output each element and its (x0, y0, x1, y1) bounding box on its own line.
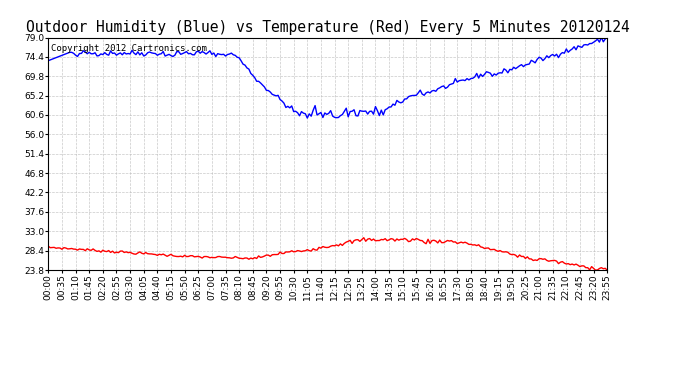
Title: Outdoor Humidity (Blue) vs Temperature (Red) Every 5 Minutes 20120124: Outdoor Humidity (Blue) vs Temperature (… (26, 20, 629, 35)
Text: Copyright 2012 Cartronics.com: Copyright 2012 Cartronics.com (51, 45, 207, 54)
